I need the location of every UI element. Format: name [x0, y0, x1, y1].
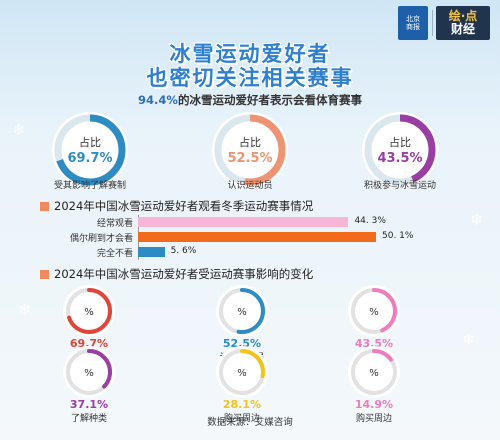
bar-value-label: 50. 1% [382, 231, 414, 241]
big-ring-caption: 受其影响了解赛制 [53, 181, 126, 191]
subheading-text: 的冰雪运动爱好者表示会看体育赛事 [177, 93, 362, 107]
influence-center: % [84, 307, 94, 318]
bar-category-label: 完全不看 [96, 249, 133, 259]
logo-right-line2: 财经 [450, 22, 475, 36]
snowflake-icon: ❄ [12, 120, 26, 139]
section-heading-watching: 2024年中国冰雪运动爱好者观看冬季运动赛事情况 [40, 198, 313, 214]
bar-value-label: 44. 3% [354, 216, 386, 226]
influence-cell: % 28.1% 购买周边 [198, 345, 288, 424]
big-ring-2: 占比 43.5% [362, 112, 438, 188]
big-ring-caption: 认识运动员 [227, 181, 273, 191]
subheading-highlight: 94.4% [138, 93, 178, 107]
logo-left-text: 北京商报 [406, 15, 420, 31]
big-ring-1: 占比 52.5% [212, 112, 288, 188]
influence-center: % [237, 368, 247, 379]
big-ring-arc [364, 114, 436, 186]
big-ring-label: 占比 [389, 135, 411, 149]
big-ring-caption: 积极参与冰雪运动 [363, 181, 436, 191]
subheading: 94.4%的冰雪运动爱好者表示会看体育赛事 [0, 92, 500, 108]
influence-ring: % [63, 285, 115, 337]
bar [138, 232, 376, 242]
big-ring-value: 69.7% [67, 151, 112, 166]
influence-ring: % [348, 346, 400, 398]
logo-divider [432, 10, 433, 36]
data-source: 数据来源：艾媒咨询 [207, 417, 293, 428]
influence-arc [351, 288, 397, 334]
bar-category-label: 经常观看 [96, 219, 133, 229]
influence-center: % [237, 307, 247, 318]
influence-center: % [84, 368, 94, 379]
huidian-caijing-logo: 绘·点 财经 [436, 6, 490, 40]
snowflake-icon: ❄ [462, 330, 476, 349]
big-ring-value: 52.5% [227, 151, 272, 166]
influence-value: 43.5% [354, 337, 394, 350]
influence-ring: % [216, 285, 268, 337]
influence-value: 52.5% [222, 337, 262, 350]
section-heading-influence: 2024年中国冰雪运动爱好者受运动赛事影响的变化 [40, 266, 313, 282]
influence-cell: % 43.5% 积极参与 [330, 284, 420, 363]
influence-center: % [369, 307, 379, 318]
influence-ring: % [216, 346, 268, 398]
influence-caption: 购买周边 [355, 414, 392, 424]
influence-value: 28.1% [222, 398, 262, 411]
snowflake-icon: ❄ [18, 300, 32, 319]
influence-caption: 了解种类 [70, 414, 107, 424]
bar [138, 247, 165, 257]
section-marker [40, 269, 49, 279]
bar-row: 偶尔刷到才会看 50. 1% [40, 230, 480, 244]
bar-row: 完全不看 5. 6% [40, 245, 480, 259]
beijing-business-logo: 北京商报 [398, 6, 428, 40]
section-title: 2024年中国冰雪运动爱好者观看冬季运动赛事情况 [54, 199, 314, 213]
bar-category-label: 偶尔刷到才会看 [69, 234, 133, 244]
bar-value-label: 5. 6% [170, 246, 197, 256]
page-title-line1: 冰雪运动爱好者 [169, 42, 331, 66]
influence-value: 69.7% [69, 337, 109, 350]
influence-ring: % [348, 285, 400, 337]
influence-arc [66, 288, 112, 334]
influence-cell: % 52.5% 认识运动员 [198, 284, 288, 363]
section-marker [40, 201, 49, 211]
big-ring-label: 占比 [239, 135, 261, 149]
big-ring-arc [214, 114, 286, 186]
influence-center: % [369, 368, 379, 379]
page-title-line2: 也密切关注相关赛事 [146, 66, 354, 90]
bar-row: 经常观看 44. 3% [40, 215, 480, 229]
influence-ring: % [63, 346, 115, 398]
section-title: 2024年中国冰雪运动爱好者受运动赛事影响的变化 [54, 267, 314, 281]
influence-arc [351, 349, 397, 395]
influence-cell: % 37.1% 了解种类 [45, 345, 135, 424]
influence-cell: % 69.7% 了解赛事 [45, 284, 135, 363]
influence-value: 14.9% [354, 398, 394, 411]
big-ring-arc [54, 114, 126, 186]
snowflake-icon: ❄ [470, 210, 484, 229]
big-ring-label: 占比 [79, 135, 101, 149]
influence-arc [66, 349, 112, 395]
big-ring-0: 占比 69.7% [52, 112, 128, 188]
bar [138, 217, 349, 227]
influence-value: 37.1% [69, 398, 109, 411]
big-ring-value: 43.5% [377, 151, 422, 166]
logo-right-line1: 绘·点 [448, 9, 478, 23]
influence-arc [219, 288, 265, 334]
influence-cell: % 14.9% 购买周边 [330, 345, 420, 424]
influence-caption: 购买周边 [223, 414, 260, 424]
influence-arc [219, 349, 265, 395]
